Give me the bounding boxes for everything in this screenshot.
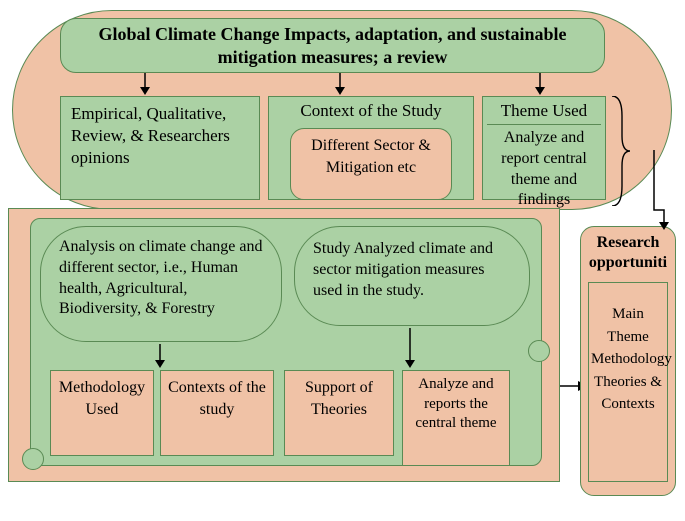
side-body: Main Theme Methodology Theories & Contex… [591,306,672,412]
title-box: Global Climate Change Impacts, adaptatio… [60,18,605,73]
arrow-title-1 [135,73,155,95]
arrow-title-3 [530,73,550,95]
side-inner: Main Theme Methodology Theories & Contex… [588,282,668,482]
row3-b1: Methodology Used [50,370,154,456]
row1-mid-inner-text: Different Sector & Mitigation etc [311,137,431,176]
row3-b2: Contexts of the study [160,370,274,456]
arrow-into-side [650,150,674,230]
bubble-right-text: Study Analyzed climate and sector mitiga… [313,240,493,299]
row1-left: Empirical, Qualitative, Review, & Resear… [60,96,260,200]
scroll-curl-right [528,340,550,362]
bubble-right: Study Analyzed climate and sector mitiga… [294,226,530,326]
row3-b3: Support of Theories [284,370,394,456]
arrow-bubble-2 [400,328,420,368]
title-text: Global Climate Change Impacts, adaptatio… [98,24,566,67]
bubble-left: Analysis on climate change and different… [40,226,282,342]
arrow-bubble-1 [150,344,170,368]
row1-right: Theme Used Analyze and report central th… [482,96,606,200]
scroll-curl-left [22,448,44,470]
row3-b3-text: Support of Theories [305,379,373,418]
arrow-title-2 [330,73,350,95]
side-title: Research opportuniti [585,233,671,273]
row3-b4-text: Analyze and reports the central theme [415,376,496,431]
row1-right-title: Theme Used [487,101,601,121]
row3-b1-text: Methodology Used [59,379,145,418]
row1-left-text: Empirical, Qualitative, Review, & Resear… [71,104,230,167]
row1-right-body: Analyze and report central theme and fin… [487,128,601,211]
row1-mid-inner: Different Sector & Mitigation etc [290,128,452,200]
row3-b4: Analyze and reports the central theme [402,370,510,466]
row1-mid-title: Context of the Study [275,101,467,121]
bubble-left-text: Analysis on climate change and different… [59,238,263,317]
row3-b2-text: Contexts of the study [168,379,266,418]
brace-icon [608,96,632,206]
